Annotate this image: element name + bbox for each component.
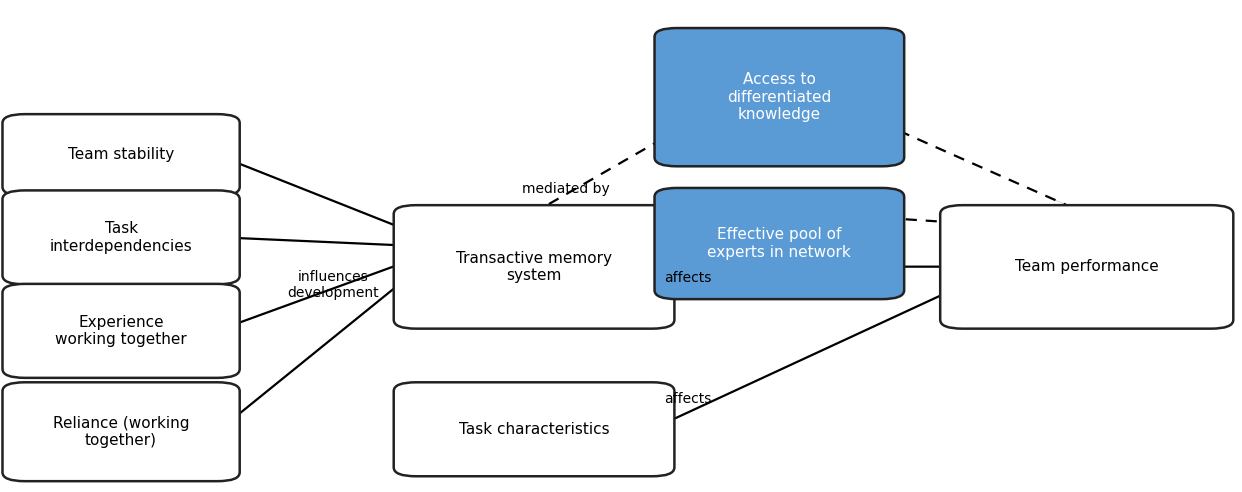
Text: Team stability: Team stability bbox=[68, 148, 174, 162]
Text: Effective pool of
experts in network: Effective pool of experts in network bbox=[708, 227, 851, 260]
FancyBboxPatch shape bbox=[2, 190, 240, 284]
Text: influences
development: influences development bbox=[287, 270, 379, 301]
Text: Transactive memory
system: Transactive memory system bbox=[456, 251, 612, 283]
Text: affects: affects bbox=[664, 392, 712, 405]
Text: mediated by: mediated by bbox=[522, 183, 610, 196]
Text: Task
interdependencies: Task interdependencies bbox=[50, 221, 193, 253]
Text: affects: affects bbox=[664, 271, 712, 285]
Text: Experience
working together: Experience working together bbox=[55, 315, 188, 347]
FancyBboxPatch shape bbox=[655, 188, 904, 299]
Text: Task characteristics: Task characteristics bbox=[458, 422, 610, 437]
Text: Access to
differentiated
knowledge: Access to differentiated knowledge bbox=[728, 72, 831, 122]
FancyBboxPatch shape bbox=[2, 114, 240, 196]
FancyBboxPatch shape bbox=[655, 28, 904, 166]
FancyBboxPatch shape bbox=[2, 284, 240, 378]
FancyBboxPatch shape bbox=[940, 205, 1233, 329]
FancyBboxPatch shape bbox=[394, 205, 674, 329]
Text: Team performance: Team performance bbox=[1015, 259, 1159, 275]
FancyBboxPatch shape bbox=[394, 382, 674, 476]
FancyBboxPatch shape bbox=[2, 382, 240, 481]
Text: Reliance (working
together): Reliance (working together) bbox=[53, 416, 189, 448]
